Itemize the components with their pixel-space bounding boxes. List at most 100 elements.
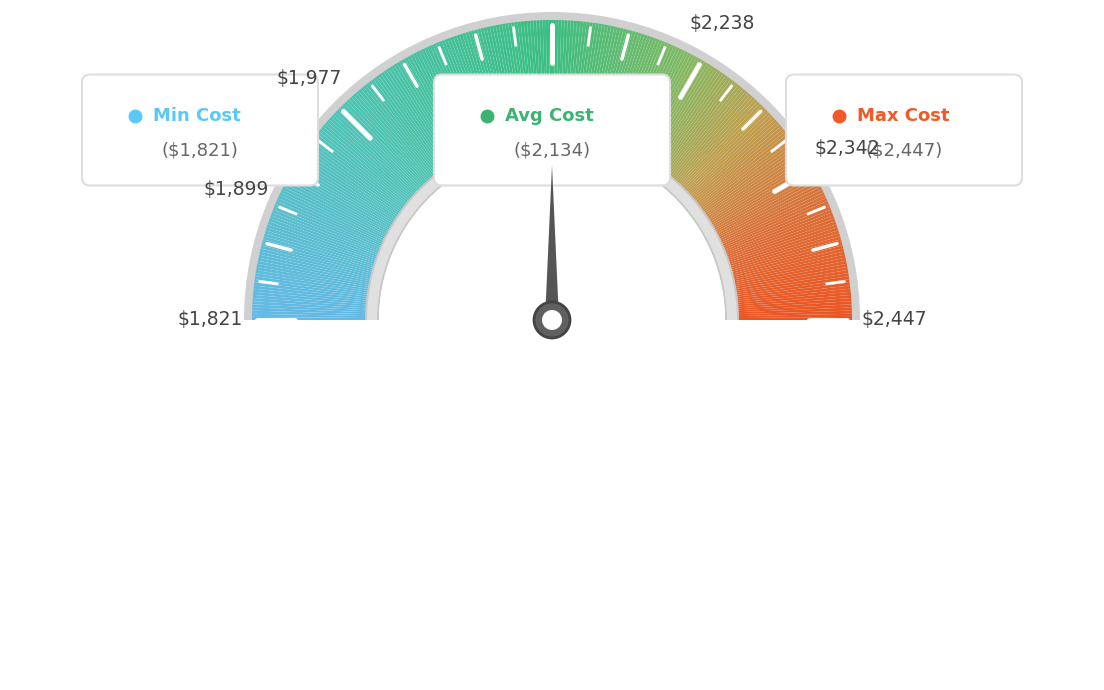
Wedge shape — [689, 134, 789, 213]
Wedge shape — [447, 38, 492, 156]
Wedge shape — [254, 286, 379, 302]
Wedge shape — [608, 36, 650, 155]
Wedge shape — [572, 22, 590, 146]
Wedge shape — [713, 204, 830, 254]
Wedge shape — [325, 121, 421, 206]
Wedge shape — [677, 110, 768, 199]
Wedge shape — [391, 65, 459, 172]
Wedge shape — [253, 295, 378, 307]
Wedge shape — [712, 198, 827, 250]
Wedge shape — [716, 215, 835, 261]
Wedge shape — [422, 48, 478, 162]
Wedge shape — [252, 317, 376, 320]
Text: $1,899: $1,899 — [203, 180, 268, 199]
Wedge shape — [714, 210, 832, 257]
Wedge shape — [702, 167, 811, 233]
Wedge shape — [726, 301, 851, 310]
Wedge shape — [726, 304, 852, 313]
Wedge shape — [693, 144, 797, 219]
Wedge shape — [699, 157, 805, 226]
Wedge shape — [577, 23, 599, 147]
Wedge shape — [563, 21, 574, 146]
Text: Avg Cost: Avg Cost — [505, 107, 594, 125]
Wedge shape — [654, 75, 729, 179]
Wedge shape — [270, 213, 389, 259]
Wedge shape — [436, 42, 486, 159]
Wedge shape — [725, 286, 850, 302]
Wedge shape — [722, 246, 843, 278]
Wedge shape — [710, 190, 824, 246]
Wedge shape — [309, 141, 412, 217]
Wedge shape — [618, 42, 668, 159]
Wedge shape — [477, 29, 510, 150]
Wedge shape — [273, 206, 390, 255]
Circle shape — [542, 310, 562, 330]
Wedge shape — [400, 60, 465, 169]
Wedge shape — [676, 108, 766, 197]
Wedge shape — [269, 215, 388, 261]
Wedge shape — [418, 50, 476, 164]
Wedge shape — [381, 72, 454, 177]
Wedge shape — [662, 87, 743, 185]
Wedge shape — [296, 162, 403, 229]
Wedge shape — [649, 70, 721, 175]
Wedge shape — [407, 56, 469, 167]
Wedge shape — [508, 23, 528, 147]
Wedge shape — [368, 81, 446, 181]
Wedge shape — [373, 77, 449, 179]
Wedge shape — [664, 89, 745, 186]
Wedge shape — [321, 126, 418, 208]
Wedge shape — [721, 242, 842, 277]
Wedge shape — [252, 308, 378, 315]
Wedge shape — [340, 106, 429, 196]
Wedge shape — [290, 170, 401, 234]
Wedge shape — [580, 23, 602, 148]
Wedge shape — [254, 282, 379, 300]
Wedge shape — [705, 175, 816, 237]
Wedge shape — [361, 87, 442, 185]
Wedge shape — [315, 134, 415, 213]
Wedge shape — [256, 267, 380, 290]
Wedge shape — [333, 112, 426, 200]
Wedge shape — [574, 22, 593, 146]
Wedge shape — [707, 178, 818, 239]
Wedge shape — [592, 28, 624, 150]
Wedge shape — [463, 33, 501, 153]
Wedge shape — [638, 59, 702, 168]
Wedge shape — [561, 21, 571, 146]
Wedge shape — [657, 79, 733, 181]
Wedge shape — [347, 99, 434, 193]
Wedge shape — [643, 63, 710, 171]
Wedge shape — [683, 121, 779, 206]
Wedge shape — [252, 304, 378, 313]
Wedge shape — [359, 89, 440, 186]
Wedge shape — [709, 186, 822, 244]
Wedge shape — [726, 288, 851, 304]
Wedge shape — [304, 149, 408, 221]
Wedge shape — [336, 110, 427, 199]
Wedge shape — [351, 95, 436, 190]
Wedge shape — [720, 236, 841, 273]
Wedge shape — [633, 54, 693, 166]
Wedge shape — [331, 115, 424, 201]
Wedge shape — [342, 104, 431, 195]
Wedge shape — [471, 30, 507, 151]
Wedge shape — [718, 224, 837, 266]
Wedge shape — [626, 48, 682, 162]
Wedge shape — [394, 63, 461, 171]
Wedge shape — [299, 157, 405, 226]
Wedge shape — [725, 282, 850, 300]
FancyBboxPatch shape — [434, 75, 670, 186]
Wedge shape — [293, 167, 402, 233]
Text: $1,821: $1,821 — [178, 310, 243, 330]
Wedge shape — [514, 22, 532, 146]
Wedge shape — [723, 255, 846, 284]
Wedge shape — [682, 119, 777, 204]
FancyBboxPatch shape — [786, 75, 1022, 186]
Wedge shape — [475, 30, 509, 151]
Wedge shape — [726, 292, 851, 306]
Wedge shape — [720, 233, 840, 271]
Wedge shape — [555, 20, 562, 145]
Wedge shape — [686, 126, 783, 208]
Wedge shape — [581, 24, 605, 148]
